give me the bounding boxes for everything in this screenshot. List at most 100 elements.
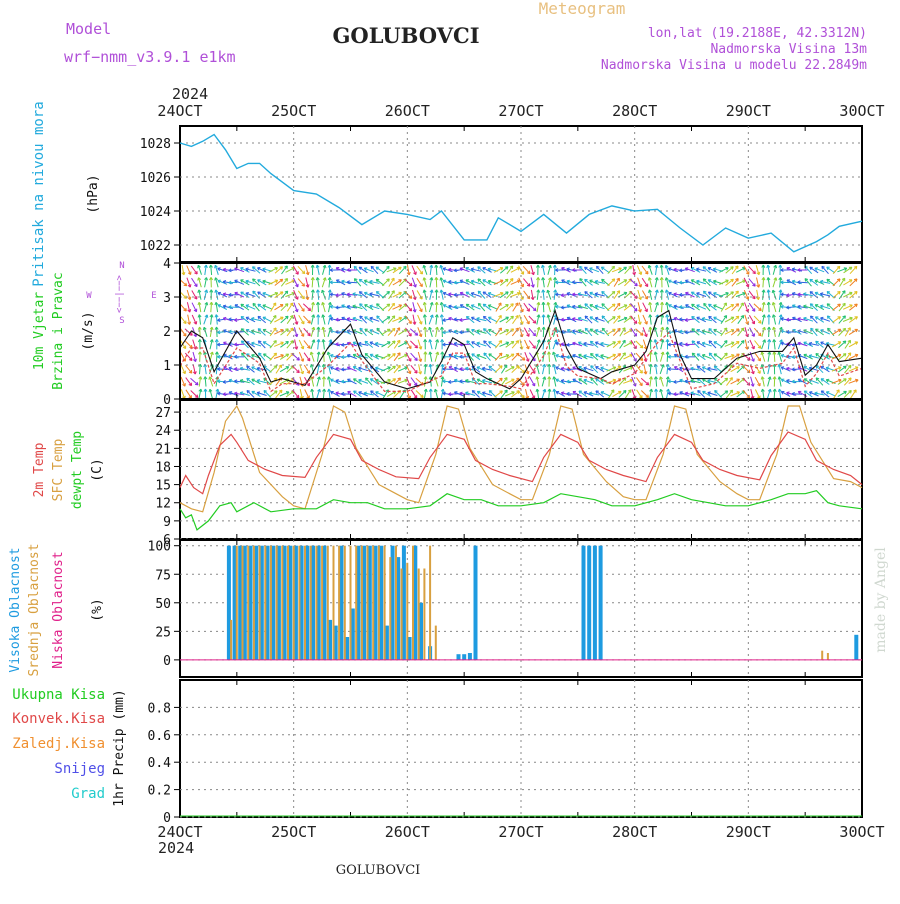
wind-arrow-head xyxy=(709,316,712,317)
wind-arrow-head xyxy=(809,367,812,368)
wind-arrow-head xyxy=(668,268,671,269)
wind-arrow-head xyxy=(276,366,277,369)
wind-arrow-head xyxy=(359,379,362,380)
wind-arrow-head xyxy=(467,329,470,330)
wind-arrow-head xyxy=(218,268,221,269)
wind-arrow-head xyxy=(415,347,418,348)
mid-cloud-bar xyxy=(315,546,317,660)
wind-arrow-head xyxy=(377,304,380,305)
mid-cloud-bar xyxy=(355,546,357,660)
high-cloud-bar xyxy=(582,546,586,660)
compass-s: S xyxy=(119,316,124,326)
wind-arrow-head xyxy=(252,342,255,343)
wind-arrow-head xyxy=(359,292,362,293)
wind-arrow-head xyxy=(223,330,226,331)
compass-e: E xyxy=(151,291,156,301)
wind-arrow-head xyxy=(330,355,333,356)
model-elevation-text: Nadmorska Visina u modelu 22.2849m xyxy=(601,58,867,73)
footer-station: GOLUBOVCI xyxy=(336,863,421,878)
wind-arrow-head xyxy=(631,266,632,269)
high-cloud-bar xyxy=(468,653,472,660)
mid-cloud-bar xyxy=(304,546,306,660)
wind-arrow-head xyxy=(591,366,594,367)
wind-arrow-head xyxy=(460,268,463,269)
mid-cloud-bar xyxy=(236,546,238,660)
y-tick-label: 50 xyxy=(155,597,171,612)
precip-units: 1hr Precip (mm) xyxy=(112,689,127,806)
wind-arrow-head xyxy=(685,268,688,269)
wind-arrow-head xyxy=(229,379,232,380)
mid-cloud-bar xyxy=(253,546,255,660)
model-label: Model xyxy=(66,20,111,38)
mid-cloud-bar xyxy=(264,546,266,660)
wind-arrow-head xyxy=(815,268,818,269)
wind-arrow-head xyxy=(406,266,407,269)
wind-arrow-head xyxy=(625,378,626,381)
wind-arrow-head xyxy=(585,304,588,305)
x-tick-label-bottom: 28OCT xyxy=(612,823,657,841)
y-tick-label: 9 xyxy=(163,515,171,530)
mid-cloud-bar xyxy=(401,569,403,660)
y-tick-label: 100 xyxy=(148,540,171,555)
wind-arrow-head xyxy=(782,327,783,330)
wind-arrow-head xyxy=(810,304,813,305)
wind-arrow-head xyxy=(727,353,728,356)
wind-arrow-head xyxy=(614,266,615,269)
wind-arrow-head xyxy=(602,292,605,293)
wind-arrow-head xyxy=(584,367,587,368)
wind-arrow-head xyxy=(471,293,474,294)
wind-arrow-head xyxy=(472,391,475,392)
wind-arrow-head xyxy=(241,329,244,330)
y-tick-label: 1024 xyxy=(140,205,171,220)
high-cloud-ylabel: Visoka Oblacnost xyxy=(8,547,23,672)
wind-arrow-head xyxy=(765,340,766,343)
wind-arrow-head xyxy=(556,342,559,343)
mid-cloud-bar xyxy=(321,546,323,660)
legend-total-rain: Ukupna Kisa xyxy=(12,687,105,703)
low-cloud-ylabel: Niska Oblacnost xyxy=(51,551,66,668)
wind-arrow-head xyxy=(827,292,830,293)
y-tick-label: 0.8 xyxy=(148,701,171,716)
wind-arrow-head xyxy=(798,342,801,343)
x-tick-label-bottom: 25OCT xyxy=(271,823,316,841)
wind-arrow-head xyxy=(591,354,594,355)
station-title: GOLUBOVCI xyxy=(332,23,479,48)
wind-arrow-head xyxy=(320,389,321,392)
wind-arrow-head xyxy=(342,293,345,294)
wind-arrow-head xyxy=(691,392,694,393)
wind-arrow-head xyxy=(698,391,701,392)
wind-arrow-head xyxy=(640,335,643,336)
wind-arrow-head xyxy=(400,378,401,381)
wind-arrow-head xyxy=(376,292,379,293)
wind-arrow-head xyxy=(263,293,266,294)
mid-cloud-bar xyxy=(423,569,425,660)
wind-arrow-head xyxy=(466,392,469,393)
y-tick-label: 25 xyxy=(155,625,171,640)
lonlat-text: lon,lat (19.2188E, 42.3312N) xyxy=(648,26,867,41)
wind-arrow-head xyxy=(258,329,261,330)
wind-arrow-head xyxy=(816,366,819,367)
wind-arrow-head xyxy=(634,285,637,286)
wind-arrow-head xyxy=(680,379,683,380)
mid-cloud-bar xyxy=(281,546,283,660)
wind-arrow-head xyxy=(264,391,267,392)
high-cloud-bar xyxy=(593,546,597,660)
wind-arrow-head xyxy=(810,292,813,293)
wind-arrow-head xyxy=(738,291,739,294)
x-tick-label-bottom: 26OCT xyxy=(385,823,430,841)
mid-cloud-bar xyxy=(344,546,346,660)
mid-cloud-bar xyxy=(395,546,397,660)
wind-arrow-head xyxy=(845,328,846,331)
wind-arrow-head xyxy=(314,340,315,343)
wind-arrow-head xyxy=(713,280,716,281)
wind-arrow-head xyxy=(703,267,706,268)
y-tick-label: 75 xyxy=(155,568,171,583)
wind-arrow-head xyxy=(433,315,434,318)
mid-cloud-bar xyxy=(293,546,295,660)
y-tick-label: 15 xyxy=(155,479,171,494)
wind-ylabel-1: 10m Vjetar xyxy=(32,292,47,370)
